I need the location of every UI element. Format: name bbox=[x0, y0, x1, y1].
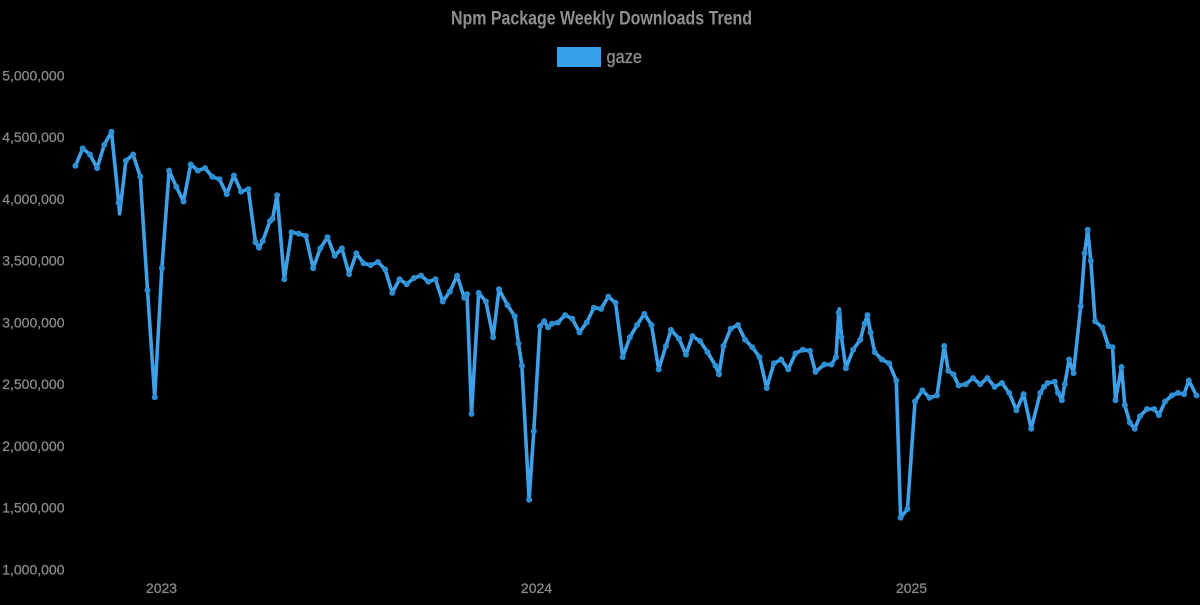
svg-text:4,500,000: 4,500,000 bbox=[2, 129, 64, 145]
svg-text:1,000,000: 1,000,000 bbox=[2, 561, 64, 577]
svg-text:5,000,000: 5,000,000 bbox=[2, 67, 64, 83]
svg-text:2023: 2023 bbox=[146, 580, 177, 596]
svg-text:gaze: gaze bbox=[607, 47, 643, 67]
svg-text:Npm Package Weekly Downloads T: Npm Package Weekly Downloads Trend bbox=[451, 8, 752, 29]
svg-text:2,000,000: 2,000,000 bbox=[2, 438, 64, 454]
svg-text:4,000,000: 4,000,000 bbox=[2, 191, 64, 207]
svg-text:2,500,000: 2,500,000 bbox=[2, 376, 64, 392]
svg-text:3,000,000: 3,000,000 bbox=[2, 314, 64, 330]
svg-text:2024: 2024 bbox=[521, 580, 552, 596]
svg-text:3,500,000: 3,500,000 bbox=[2, 253, 64, 269]
svg-text:1,500,000: 1,500,000 bbox=[2, 500, 64, 516]
svg-text:2025: 2025 bbox=[896, 580, 927, 596]
